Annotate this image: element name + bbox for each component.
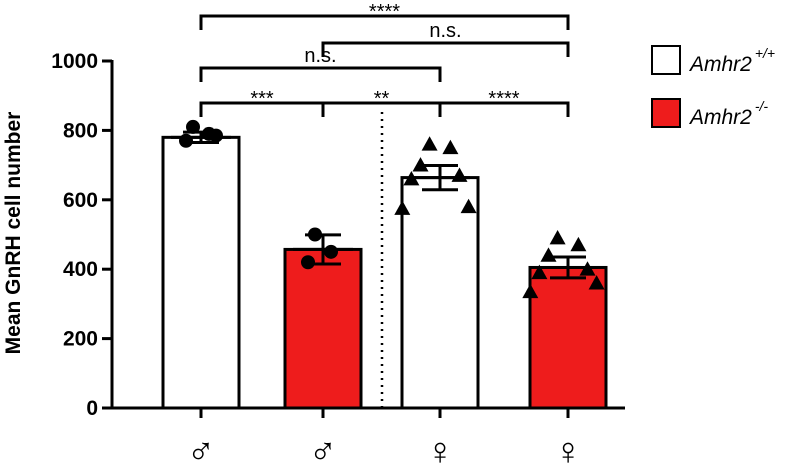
significance-bracket — [438, 101, 570, 117]
data-point — [549, 229, 566, 245]
data-point — [522, 283, 539, 299]
x-tick-label: ♂ — [187, 431, 216, 470]
data-point — [588, 275, 605, 290]
bar-2 — [283, 247, 363, 410]
significance-bracket — [199, 14, 570, 30]
legend-label-superscript: -/- — [755, 98, 769, 114]
significance-bracket — [199, 66, 442, 82]
axis-layer: 0 200 400 600 800 1000 ♂ ♂ ♀ ♀ — [51, 50, 625, 470]
data-point — [394, 200, 411, 215]
significance-label: **** — [369, 1, 400, 23]
data-point — [570, 236, 587, 252]
significance-label: n.s. — [304, 45, 336, 67]
y-axis-label: Mean GnRH cell number — [2, 112, 25, 355]
legend-entry-1: Amhr2 +/+ — [651, 45, 775, 76]
y-tick-label: 600 — [63, 189, 98, 212]
data-point — [186, 119, 200, 134]
data-point — [531, 264, 548, 280]
y-tick-label: 1000 — [51, 50, 98, 73]
data-point — [412, 157, 429, 172]
data-point — [442, 139, 459, 155]
y-tick-label: 0 — [86, 397, 98, 420]
legend-entry-2: Amhr2 -/- — [651, 98, 768, 129]
x-tick-label: ♀ — [554, 431, 583, 470]
x-tick-label: ♂ — [309, 431, 338, 470]
legend-label: Amhr2 -/- — [688, 98, 768, 129]
significance-label: **** — [488, 88, 519, 110]
data-point — [421, 136, 438, 151]
error-bars-layer — [171, 130, 598, 280]
legend-swatch — [651, 45, 681, 75]
y-tick-label: 800 — [63, 119, 98, 142]
legend: Amhr2 +/+ Amhr2 -/- — [651, 45, 775, 129]
legend-label-superscript: +/+ — [755, 45, 775, 61]
bar-1 — [161, 135, 241, 410]
data-points-layer — [179, 119, 605, 299]
bar-4 — [528, 265, 608, 410]
data-point — [324, 244, 338, 259]
y-tick-label: 400 — [63, 258, 98, 281]
significance-layer: ****n.s.n.s.*** ** **** — [199, 1, 570, 117]
data-point — [460, 198, 477, 214]
data-point — [301, 255, 315, 270]
significance-bracket — [321, 41, 570, 57]
y-tick-label: 200 — [63, 328, 98, 351]
legend-swatch — [651, 98, 681, 128]
significance-label: *** — [250, 88, 274, 110]
legend-label: Amhr2 +/+ — [688, 45, 775, 76]
data-point — [451, 167, 468, 182]
significance-label: ** — [374, 88, 390, 110]
x-tick-label: ♀ — [426, 431, 455, 470]
data-point — [540, 247, 557, 262]
significance-label: n.s. — [429, 20, 461, 42]
